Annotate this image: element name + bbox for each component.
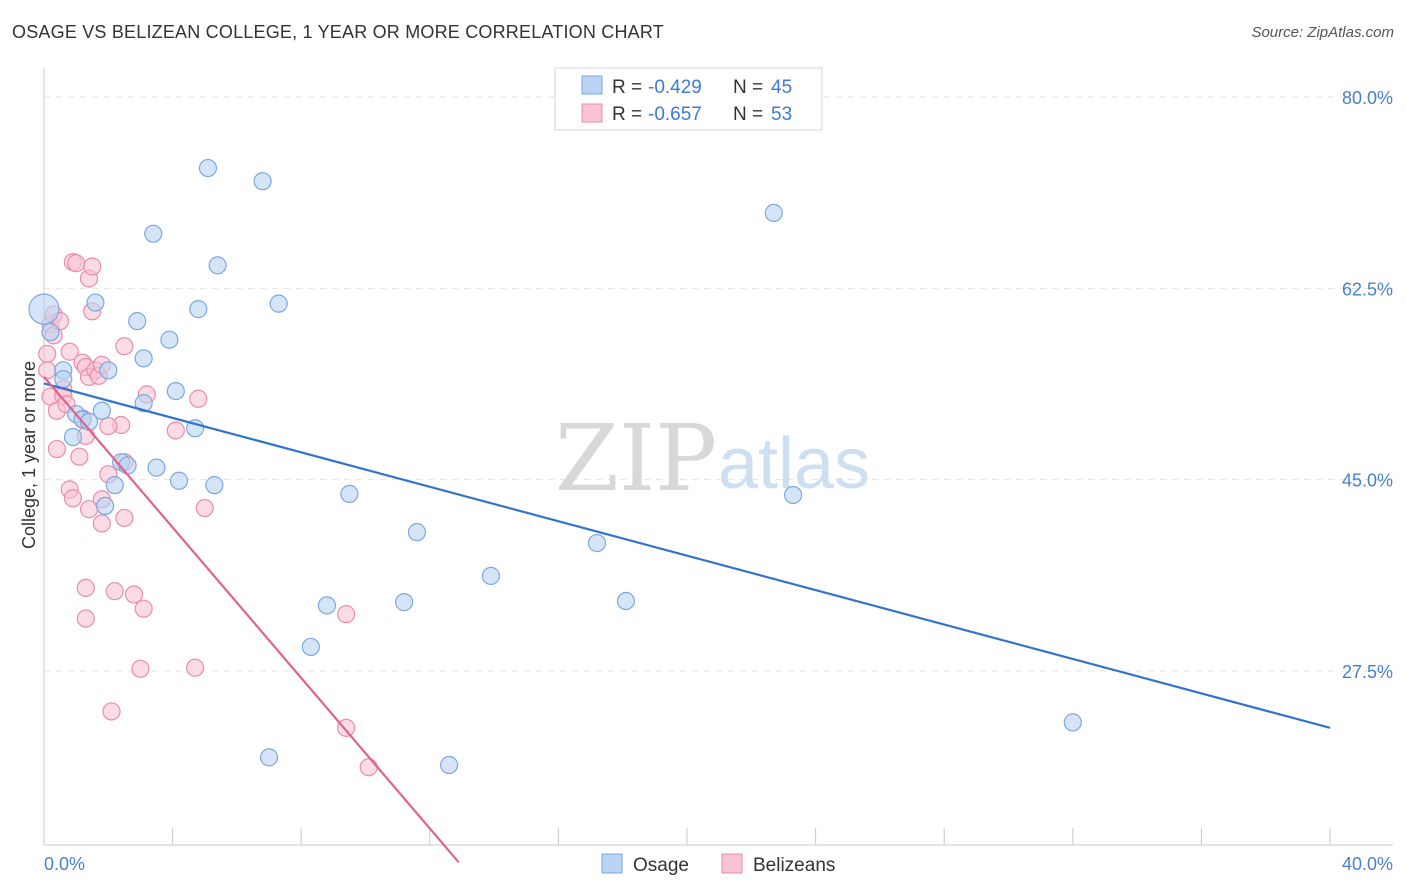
belizean-point-33 xyxy=(92,514,111,533)
belizean-point-41 xyxy=(131,659,150,678)
belizean-trend-line xyxy=(43,376,460,864)
osage-point-19 xyxy=(147,458,166,477)
osage-point-12 xyxy=(105,476,124,495)
osage-point-1 xyxy=(41,322,60,342)
source-label: Source: ZipAtlas.com xyxy=(1251,24,1394,41)
belizean-point-52 xyxy=(115,508,134,528)
bottom-legend: Osage Belizeans xyxy=(601,853,835,876)
osage-trend-line xyxy=(43,382,1331,729)
osage-point-42 xyxy=(1063,713,1082,732)
belizean-point-50 xyxy=(166,421,185,440)
legend-osage-n-value: 45 xyxy=(771,77,792,98)
osage-point-25 xyxy=(198,158,218,178)
legend-osage-n-label: N = xyxy=(733,77,763,98)
bottom-legend-osage-label: Osage xyxy=(633,855,689,876)
belizean-point-0 xyxy=(38,344,57,364)
osage-point-32 xyxy=(317,596,337,615)
belizean-point-46 xyxy=(195,498,214,518)
y-tick-label-0: 80.0% xyxy=(1342,88,1393,108)
osage-point-27 xyxy=(208,256,227,275)
belizean-point-40 xyxy=(124,585,144,604)
osage-point-21 xyxy=(166,382,185,401)
chart-title: OSAGE VS BELIZEAN COLLEGE, 1 YEAR OR MOR… xyxy=(12,22,664,42)
bottom-legend-belizean-swatch xyxy=(721,853,743,874)
belizean-point-22 xyxy=(76,578,95,598)
y-tick-label-2: 45.0% xyxy=(1342,471,1393,491)
x-tick-min: 0.0% xyxy=(44,854,85,874)
osage-point-24 xyxy=(189,300,208,319)
gridlines xyxy=(44,96,1393,672)
osage-point-17 xyxy=(134,394,153,413)
belizean-point-1 xyxy=(38,361,57,380)
legend-osage-r-value: -0.429 xyxy=(648,77,702,98)
belizean-point-16 xyxy=(67,254,86,273)
belizean-point-17 xyxy=(70,447,89,466)
belizean-point-35 xyxy=(102,702,121,721)
osage-point-3 xyxy=(54,369,73,389)
legend-belizean-swatch xyxy=(581,103,603,123)
legend-osage-swatch xyxy=(581,75,603,95)
osage-point-9 xyxy=(92,401,111,420)
belizean-point-36 xyxy=(105,582,124,601)
legend-belizean-r-label: R = xyxy=(612,104,642,125)
osage-point-22 xyxy=(169,471,189,490)
belizean-point-48 xyxy=(337,718,356,737)
belizean-point-38 xyxy=(115,337,134,356)
osage-point-26 xyxy=(205,476,224,495)
osage-point-40 xyxy=(764,203,783,222)
osage-point-16 xyxy=(134,349,153,368)
osage-point-20 xyxy=(160,330,179,349)
belizean-point-14 xyxy=(63,489,83,508)
osage-point-38 xyxy=(587,533,607,553)
osage-point-14 xyxy=(118,456,137,475)
belizean-point-45 xyxy=(189,389,208,408)
osage-point-28 xyxy=(253,172,272,191)
belizean-point-42 xyxy=(134,599,153,618)
belizean-point-12 xyxy=(60,342,79,361)
belizean-point-49 xyxy=(359,758,378,777)
legend-belizean-n-value: 53 xyxy=(771,104,792,125)
osage-point-8 xyxy=(86,293,105,312)
y-tick-label-1: 62.5% xyxy=(1342,279,1393,299)
osage-point-36 xyxy=(439,755,459,775)
osage-point-31 xyxy=(301,637,320,657)
legend-belizean-n-label: N = xyxy=(733,104,763,125)
osage-point-15 xyxy=(128,312,147,331)
belizean-point-27 xyxy=(83,257,102,276)
belizean-point-7 xyxy=(47,439,66,459)
belizean-point-23 xyxy=(76,609,95,628)
osage-point-39 xyxy=(616,591,636,611)
belizean-point-51 xyxy=(99,416,118,436)
osage-point-4 xyxy=(63,427,83,447)
x-tick-max: 40.0% xyxy=(1342,854,1393,874)
bottom-legend-osage-swatch xyxy=(601,853,623,874)
osage-point-0 xyxy=(28,293,60,325)
belizean-points xyxy=(38,252,378,777)
osage-point-18 xyxy=(144,224,163,243)
legend-belizean-r-value: -0.657 xyxy=(648,104,702,125)
osage-point-35 xyxy=(407,523,427,542)
osage-point-30 xyxy=(269,294,288,313)
trend-lines xyxy=(43,376,1331,864)
y-tick-label-3: 27.5% xyxy=(1342,662,1393,682)
bottom-legend-belizean-label: Belizeans xyxy=(753,855,835,876)
legend-box: R = -0.429 N = 45 R = -0.657 N = 53 xyxy=(554,67,823,131)
osage-point-33 xyxy=(340,484,359,503)
osage-point-34 xyxy=(394,593,414,612)
belizean-point-47 xyxy=(337,605,356,624)
osage-point-29 xyxy=(259,748,279,767)
legend-osage-r-label: R = xyxy=(612,77,642,98)
watermark: ZIP atlas xyxy=(555,405,870,512)
watermark-zip: ZIP xyxy=(555,405,717,512)
axes xyxy=(43,68,1393,846)
osage-point-41 xyxy=(783,485,803,505)
belizean-point-44 xyxy=(186,658,205,677)
osage-point-11 xyxy=(99,361,118,380)
osage-point-37 xyxy=(481,566,500,585)
y-tick-labels: 80.0% 62.5% 45.0% 27.5% xyxy=(1342,88,1393,682)
y-axis-label: College, 1 year or more xyxy=(19,361,39,549)
osage-point-10 xyxy=(95,496,115,516)
